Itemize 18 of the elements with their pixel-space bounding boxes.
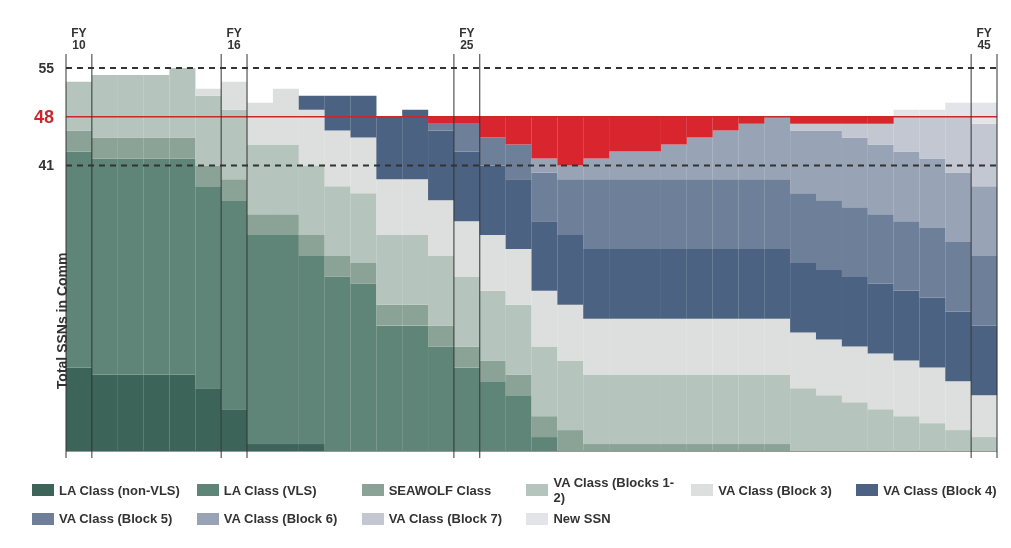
y-axis-title: Total SSNs in Comm (53, 252, 70, 390)
legend-label: VA Class (Block 7) (388, 511, 503, 526)
legend-label: LA Class (VLS) (223, 482, 317, 498)
x-tick-label: FY 10 (71, 26, 87, 52)
legend-label: VA Class (Block 3) (718, 482, 832, 498)
legend-label: New SSN (553, 511, 611, 526)
y-tick-label: 48 (33, 106, 54, 127)
x-tick-label: FY 16 (226, 26, 242, 52)
y-tick-label: 55 (38, 59, 55, 76)
legend-label: VA Class (Block 6) (223, 511, 338, 526)
legend-label: SEAWOLF Class (388, 482, 492, 498)
legend-label: VA Class (Block 4) (883, 482, 997, 498)
legend-label: LA Class (non-VLS) (59, 482, 180, 498)
legend-label: VA Class (Blocks 1-2) (553, 475, 676, 505)
y-tick-label: 41 (38, 157, 55, 174)
x-tick-label: FY 25 (459, 26, 475, 52)
legend-label: VA Class (Block 5) (59, 511, 173, 526)
x-tick-label: FY 45 (976, 26, 992, 52)
